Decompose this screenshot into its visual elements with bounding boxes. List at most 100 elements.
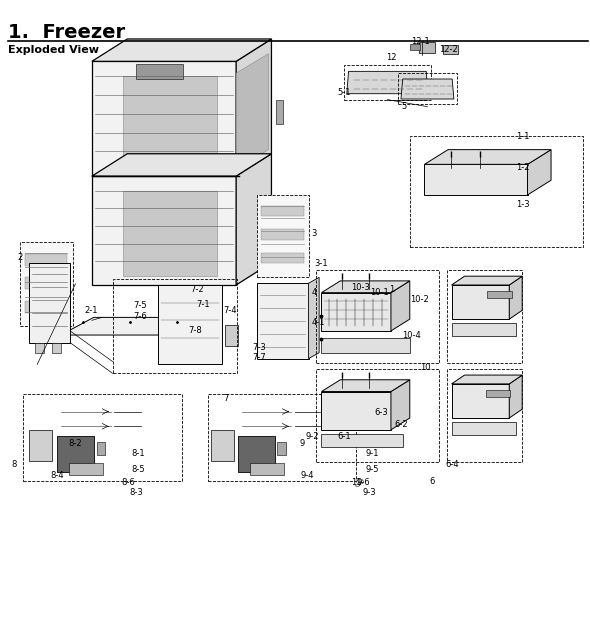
Polygon shape [236,154,271,285]
Text: 11: 11 [351,478,362,487]
Text: 7: 7 [223,394,228,403]
Text: 7-6: 7-6 [133,312,147,321]
Text: 9: 9 [300,439,305,449]
Text: 8-3: 8-3 [129,488,143,497]
Bar [451,323,516,336]
Text: Exploded View: Exploded View [8,45,99,55]
Text: 9-4: 9-4 [301,470,314,480]
Polygon shape [123,76,217,170]
Bar [211,430,234,461]
Bar [57,436,94,472]
Bar [261,206,304,216]
Text: 12-1: 12-1 [412,37,430,47]
Text: 12-2: 12-2 [439,45,458,54]
Text: 7-1: 7-1 [196,300,209,309]
Bar [113,279,237,373]
Bar [29,264,70,343]
Bar [19,242,73,326]
Bar [410,136,584,247]
Text: 3-1: 3-1 [314,259,327,268]
Bar [398,73,457,103]
Circle shape [199,302,208,310]
Text: 10: 10 [420,363,430,372]
Bar [487,291,512,298]
Polygon shape [424,150,551,164]
Polygon shape [322,380,410,391]
Text: 1-1: 1-1 [516,131,529,141]
Bar [159,285,222,364]
Polygon shape [61,317,215,335]
Text: 6-2: 6-2 [394,420,408,429]
Bar [25,301,67,313]
Circle shape [193,295,214,316]
Polygon shape [92,61,236,176]
Polygon shape [236,54,268,169]
Text: 3: 3 [312,229,317,239]
Text: 9-2: 9-2 [306,432,319,441]
Polygon shape [391,281,410,331]
Bar [261,229,304,240]
Bar [208,394,356,481]
Polygon shape [322,391,391,430]
Polygon shape [322,293,391,331]
Bar [344,65,431,100]
Text: 1.  Freezer: 1. Freezer [8,23,126,42]
Polygon shape [451,285,509,319]
Polygon shape [401,79,454,99]
Text: 7-2: 7-2 [190,285,204,293]
Bar [276,100,283,125]
Bar [69,464,103,475]
Text: 1-2: 1-2 [516,163,529,172]
Bar [97,442,106,455]
Text: 7-4: 7-4 [223,306,237,315]
Bar [35,343,44,353]
Text: 2-1: 2-1 [84,306,98,315]
Polygon shape [509,276,522,319]
Bar [257,195,309,277]
Text: 8-6: 8-6 [122,478,135,487]
Text: $\mathscr{P}$: $\mathscr{P}$ [354,477,365,490]
Bar [53,343,61,353]
Text: 9-3: 9-3 [363,488,376,497]
Polygon shape [236,39,271,176]
Text: 8-5: 8-5 [132,465,145,473]
Polygon shape [123,191,217,276]
Polygon shape [451,276,522,285]
Bar [23,394,182,481]
Bar [25,254,67,265]
Text: 9-6: 9-6 [357,478,371,487]
Bar [322,338,410,353]
Polygon shape [391,380,410,430]
Polygon shape [92,176,236,285]
Bar [25,277,67,289]
Polygon shape [509,375,522,418]
Bar [451,422,516,435]
Bar [410,44,420,50]
Bar [419,42,435,52]
Text: 6-4: 6-4 [445,460,458,469]
Polygon shape [92,154,271,176]
Text: 4: 4 [312,288,317,297]
Polygon shape [92,39,271,61]
Polygon shape [451,375,522,384]
Text: 4-1: 4-1 [312,318,325,326]
Text: 8-1: 8-1 [132,449,145,459]
Bar [277,442,286,455]
Text: 1: 1 [389,285,395,293]
Text: 6-3: 6-3 [375,408,388,417]
Bar [447,369,522,462]
Bar [257,283,309,359]
Bar [486,390,510,397]
Polygon shape [527,150,551,195]
Text: 8-2: 8-2 [68,439,82,449]
Bar [316,270,439,363]
Text: 8-4: 8-4 [51,470,64,480]
Bar [316,369,439,462]
Bar [29,430,53,461]
Bar [261,253,304,264]
Text: 6-1: 6-1 [337,432,351,441]
Text: 2: 2 [17,253,22,262]
Polygon shape [347,72,428,93]
Bar [174,294,198,323]
Text: 1-3: 1-3 [516,200,529,209]
